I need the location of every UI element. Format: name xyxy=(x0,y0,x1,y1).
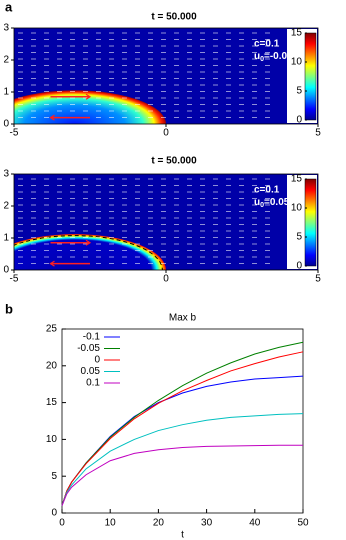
colorbar-tick-label: 10 xyxy=(291,203,303,214)
x-tick-label: 40 xyxy=(249,518,261,529)
colorbar-tick-label: 5 xyxy=(296,86,302,97)
colorbar-tick-label: 5 xyxy=(296,232,302,243)
annotation-part: =0.05 xyxy=(264,197,290,208)
legend-label: 0.1 xyxy=(86,378,100,389)
y-tick-label: 15 xyxy=(46,397,58,408)
colorbar-tick-label: 0 xyxy=(296,261,302,272)
velocity-arrowhead xyxy=(49,260,55,267)
colorbar xyxy=(304,178,317,267)
field xyxy=(14,174,318,270)
annotation: u0=0.05 xyxy=(254,197,290,209)
plot-frame xyxy=(61,328,304,514)
annotation: u0=-0.05 xyxy=(254,51,293,63)
y-tick-label: 0 xyxy=(3,119,9,130)
chart-title: t = 50.000 xyxy=(151,156,197,167)
colorbar-tick-label: 15 xyxy=(291,174,303,185)
chart-title: t = 50.000 xyxy=(151,12,197,23)
y-tick-label: 3 xyxy=(3,23,9,34)
colorbar-tick-label: 15 xyxy=(291,28,303,39)
x-tick-label: -5 xyxy=(10,128,19,139)
x-tick-label: 5 xyxy=(315,274,321,285)
annotation-part: 0 xyxy=(260,202,264,209)
y-tick-label: 2 xyxy=(3,55,9,66)
annotation-part: u xyxy=(254,51,260,62)
velocity-arrowhead xyxy=(85,239,92,246)
x-tick-label: 30 xyxy=(201,518,213,529)
annotation: c=0.1 xyxy=(254,39,280,50)
legend-label: -0.1 xyxy=(83,332,101,343)
y-tick-label: 0 xyxy=(51,508,57,519)
y-tick-label: 3 xyxy=(3,169,9,180)
series-line xyxy=(61,413,304,506)
x-axis-label: t xyxy=(181,530,184,540)
x-tick-label: 0 xyxy=(163,274,169,285)
legend-label: 0.05 xyxy=(81,366,101,377)
series-line xyxy=(61,444,303,506)
x-tick-label: 5 xyxy=(315,128,321,139)
x-tick-label: 50 xyxy=(297,518,309,529)
y-tick-label: 0 xyxy=(3,265,9,276)
annotation-part: =-0.05 xyxy=(264,51,293,62)
y-tick-label: 5 xyxy=(51,471,57,482)
annotation-part: u xyxy=(254,197,260,208)
y-tick-label: 10 xyxy=(46,434,58,445)
panel-label: b xyxy=(5,301,13,316)
x-tick-label: 10 xyxy=(105,518,117,529)
y-tick-label: 20 xyxy=(46,360,58,371)
x-tick-label: 0 xyxy=(59,518,65,529)
y-tick-label: 1 xyxy=(3,233,9,244)
x-tick-label: -5 xyxy=(10,274,19,285)
x-tick-label: 0 xyxy=(163,128,169,139)
y-tick-label: 1 xyxy=(3,87,9,98)
series-line xyxy=(61,351,304,506)
colorbar-tick-label: 0 xyxy=(296,115,302,126)
legend-label: -0.05 xyxy=(77,343,100,354)
hot-region xyxy=(14,90,166,124)
field xyxy=(14,28,318,124)
x-tick-label: 20 xyxy=(153,518,165,529)
chart-title: Max b xyxy=(169,313,197,324)
y-tick-label: 2 xyxy=(3,201,9,212)
y-tick-label: 25 xyxy=(46,324,58,335)
velocity-arrowhead xyxy=(49,114,55,121)
series-line xyxy=(61,375,304,506)
annotation: c=0.1 xyxy=(254,185,280,196)
colorbar-tick-label: 10 xyxy=(291,57,303,68)
annotation-part: 0 xyxy=(260,56,264,63)
colorbar xyxy=(304,32,317,121)
velocity-arrowhead xyxy=(85,93,92,100)
panel-label: a xyxy=(5,0,13,14)
legend-label: 0 xyxy=(94,355,100,366)
